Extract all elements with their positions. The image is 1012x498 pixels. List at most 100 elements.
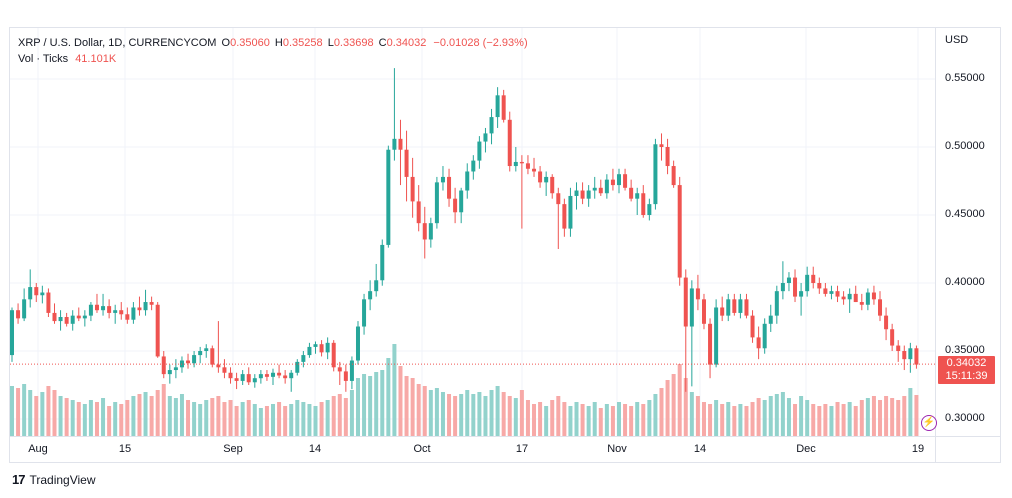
candle [258,370,263,384]
volume-bar [313,406,318,436]
flash-icon[interactable]: ⚡ [921,415,937,431]
candle [58,310,63,331]
candle-body [659,144,664,147]
volume-bar [149,396,154,436]
candle [331,340,336,372]
candle [240,370,245,385]
candle [780,261,785,300]
candle [113,304,118,324]
candle [143,289,148,316]
candle-body [489,117,494,134]
candle [325,337,330,360]
volume-bar [258,408,263,436]
candle [289,370,294,392]
candle-body [604,179,609,194]
candle [483,127,488,153]
candle-body [380,244,385,281]
candle [774,285,779,324]
time-tick: Oct [413,443,431,455]
candle [580,182,585,205]
volume-bar [453,396,458,436]
brand[interactable]: 17 TradingView [12,472,96,487]
volume-bar [865,398,870,436]
volume-bar [507,396,512,436]
volume-bar [222,402,227,436]
time-tick: Aug [28,443,48,455]
candle-body [22,299,27,319]
candle-body [756,337,761,349]
volume-bar [82,404,87,436]
candle [434,176,439,229]
candle-body [240,374,245,381]
candle-body [374,280,379,292]
candle-body [307,346,312,356]
candle [228,367,233,384]
volume-bar [501,392,506,436]
candle-body [805,274,810,292]
low-value: 0.33698 [333,37,374,49]
candle [610,168,615,191]
symbol-title[interactable]: XRP / U.S. Dollar, 1D, CURRENCYCOM [18,37,217,49]
candle-body [665,147,670,167]
volume-bar [331,396,336,436]
candle [507,111,512,172]
candle [337,361,342,385]
candle [701,293,706,330]
candle [440,166,445,191]
volume-bar [489,390,494,436]
volume-bar [131,396,136,436]
candle-body [198,351,203,356]
candle-body [88,304,93,316]
candle-body [355,326,360,361]
volume-bar [204,400,209,436]
candle-body [908,348,913,360]
volume-bar [216,396,221,436]
candle [878,291,883,322]
volume-bar [471,394,476,436]
volume-bar [343,398,348,436]
candle-body [46,292,51,313]
candle-body [434,182,439,224]
volume-bar [16,388,21,436]
volume-bar [835,402,840,436]
candle [732,293,737,316]
volume-bar [841,404,846,436]
volume-bar [847,402,852,436]
candle-body [835,291,840,297]
candle-body [453,198,458,213]
candle [222,359,227,379]
candle [101,293,106,316]
volume-bar [495,386,500,436]
volume-bar [768,396,773,436]
candle [532,157,537,177]
volume-bar [325,400,330,436]
candle [416,185,421,232]
time-tick: 14 [693,443,707,455]
candle-body [216,364,221,368]
candle-body [465,171,470,191]
volume-bar [550,400,555,436]
candle [714,299,719,368]
volume-bar [125,400,130,436]
candle-body [677,185,682,278]
candle [835,285,840,303]
volume-bar [240,402,245,436]
candle-body [683,277,688,327]
currency-label[interactable]: USD [945,34,969,46]
time-tick: 19 [911,443,925,455]
volume-bar [878,400,883,436]
price-tick: 0.50000 [945,140,985,152]
candle [823,283,828,297]
candle [562,198,567,237]
volume-label[interactable]: Vol · Ticks [18,53,69,65]
candle-body [477,141,482,161]
candle-body [222,367,227,373]
candle-body [732,299,737,313]
volume-bar [780,392,785,436]
volume-bar [871,396,876,436]
volume-bar [714,400,719,436]
candle-body [896,345,901,351]
volume-bar [708,404,713,436]
candle [671,160,676,188]
